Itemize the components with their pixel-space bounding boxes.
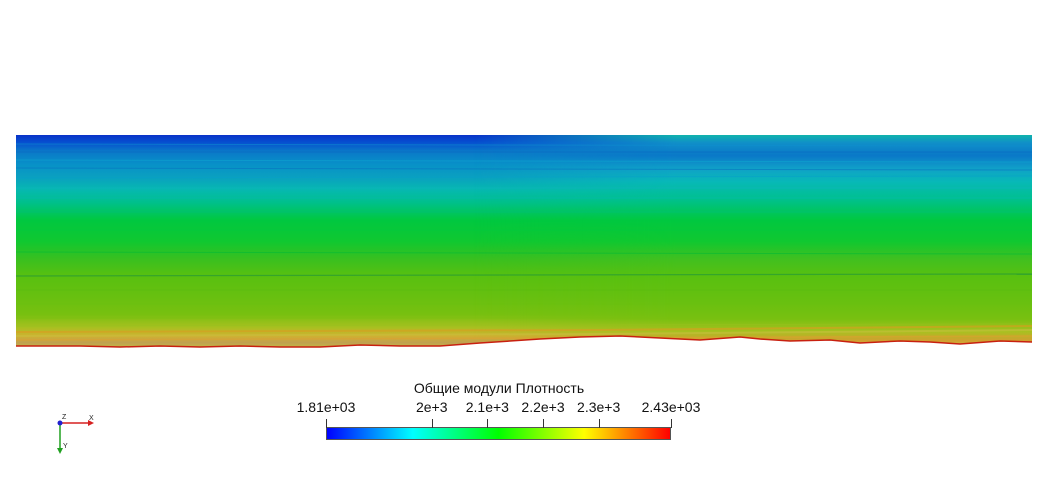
z-axis-dot bbox=[57, 420, 63, 426]
colorbar-tick-mark bbox=[671, 419, 672, 428]
colorbar-tick-mark bbox=[432, 419, 433, 428]
colorbar-title: Общие модули Плотность bbox=[413, 380, 585, 396]
colorbar-tick-mark bbox=[326, 419, 327, 428]
x-axis-arrow bbox=[88, 420, 94, 426]
orientation-axes-widget: X Y Z bbox=[57, 414, 94, 454]
colorbar-tick-label: 2.2e+3 bbox=[521, 399, 565, 415]
colorbar-tick-label: 2e+3 bbox=[415, 399, 448, 415]
y-axis-arrow bbox=[57, 448, 63, 454]
colorbar bbox=[326, 427, 671, 440]
colorbar-tick-mark bbox=[543, 419, 544, 428]
z-axis-label: Z bbox=[62, 414, 67, 421]
colorbar-tick-label: 2.43e+03 bbox=[641, 399, 701, 415]
colorbar-tick-label: 2.3e+3 bbox=[577, 399, 621, 415]
colorbar-tick-mark bbox=[487, 419, 488, 428]
colorbar-tick-mark bbox=[599, 419, 600, 428]
colorbar-tick-label: 1.81e+03 bbox=[296, 399, 356, 415]
x-axis-label: X bbox=[89, 415, 94, 422]
y-axis-label: Y bbox=[63, 443, 68, 450]
colorbar-tick-label: 2.1e+3 bbox=[465, 399, 509, 415]
